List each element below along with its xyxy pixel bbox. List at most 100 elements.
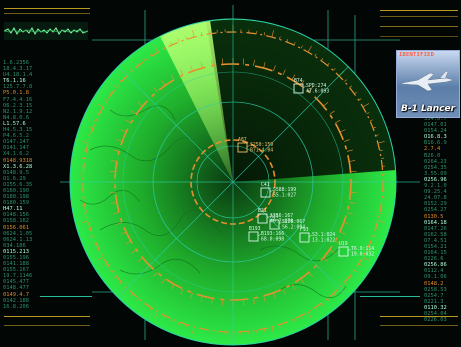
data-readout-line: 0141.188 bbox=[3, 261, 29, 268]
target-readout: 19.0:032 bbox=[351, 252, 374, 258]
data-readout-line: 0162.58 bbox=[424, 231, 447, 238]
top-left-rule-2 bbox=[4, 13, 90, 14]
target-box[interactable] bbox=[257, 213, 268, 224]
data-readout-line: 334.0.7 bbox=[424, 116, 447, 122]
data-readout-line: P5.0.1.8 bbox=[3, 90, 29, 97]
data-readout-line: O9.25.4 bbox=[424, 189, 447, 196]
identification-panel: IDENTIFIED B-1 Lancer bbox=[396, 50, 460, 118]
top-right-rule-2 bbox=[380, 16, 458, 17]
data-readout-line: 3.55.09 bbox=[424, 170, 447, 177]
data-readout-line: 0180.198 bbox=[3, 194, 29, 201]
data-readout-line: 0258.53 bbox=[424, 286, 447, 293]
target-readout: S256:067 bbox=[282, 219, 305, 225]
target-box[interactable] bbox=[269, 219, 280, 230]
target-readout: 68.0:098 bbox=[261, 237, 284, 243]
bottom-left-rule-2 bbox=[4, 325, 90, 326]
top-right-rule-3 bbox=[380, 26, 458, 27]
dark-sector bbox=[206, 19, 396, 183]
data-readout-line: 0256.86 bbox=[424, 262, 447, 269]
left-data-panel: 1.6.2356 18.4.3.17 U4.18.1.4 T6.1.16 125.7.7… bbox=[0, 0, 40, 347]
target-box[interactable] bbox=[293, 83, 304, 94]
bottom-left-rule bbox=[4, 316, 90, 317]
target-readout: 46.7:070 bbox=[270, 219, 293, 225]
data-readout-line: 0155.196 bbox=[3, 255, 29, 261]
data-readout-line: 0148.156 bbox=[3, 212, 29, 219]
data-readout-line: F7.4.4.16 bbox=[3, 96, 33, 103]
data-readout-line: 0145.477 bbox=[3, 279, 29, 286]
data-readout-line: 0160.190 bbox=[3, 187, 29, 194]
target-readout: 47.6:093 bbox=[306, 89, 329, 95]
data-readout-line: 0148.9318 bbox=[3, 157, 33, 164]
data-readout-line: 0254.04 bbox=[424, 311, 447, 317]
target-box[interactable] bbox=[237, 142, 248, 153]
bottom-right-rule-2 bbox=[380, 325, 458, 326]
target-readout: SPD:274 bbox=[306, 83, 326, 89]
aircraft-image bbox=[401, 70, 455, 92]
data-readout-line: O6.2.3.15 bbox=[3, 102, 33, 109]
target-box[interactable] bbox=[260, 187, 271, 198]
data-readout-line: O9.1.06 bbox=[424, 274, 447, 281]
data-readout-line: 0142.188 bbox=[3, 297, 29, 304]
data-readout-line: 0221.3 bbox=[424, 298, 444, 305]
target-readout: T6.9:114 bbox=[351, 246, 374, 252]
terrain-contours bbox=[79, 105, 347, 299]
data-readout-line: 19.7.1146 bbox=[3, 273, 33, 280]
data-readout-line: 0155.167 bbox=[3, 267, 29, 274]
target-readout: S588:199 bbox=[273, 187, 296, 193]
target-label: A87 bbox=[238, 137, 247, 143]
data-readout-line: 0112.4 bbox=[424, 268, 444, 275]
bottom-left-cyan-rule bbox=[40, 296, 92, 297]
data-readout-line: O16.8.3 bbox=[424, 134, 447, 141]
data-readout-line: 034.186 bbox=[3, 242, 26, 249]
top-left-rule bbox=[4, 8, 90, 9]
data-readout-line: 0141.147 bbox=[3, 145, 29, 152]
data-readout-line: N2.1.9.12 bbox=[3, 108, 33, 115]
data-readout-line: 0164.15 bbox=[424, 250, 447, 257]
data-readout-line: H4.5.3.15 bbox=[3, 127, 33, 134]
target-box[interactable] bbox=[299, 232, 310, 243]
top-right-rule bbox=[380, 10, 458, 11]
data-readout-line: 9.2.1.0 bbox=[424, 183, 447, 190]
data-readout-line: 0147.26 bbox=[424, 225, 447, 232]
data-readout-line: 16.8.206 bbox=[3, 303, 29, 310]
data-readout-line: X4.1.6.2 bbox=[3, 151, 29, 158]
data-readout-line: N4.8.0.6 bbox=[3, 114, 29, 121]
data-readout-line: 0149.4.7 bbox=[3, 291, 29, 298]
target-readout: 13.1:022 bbox=[312, 238, 335, 244]
data-readout-line: B26.0 bbox=[424, 152, 441, 159]
target-readout: B71.4:04 bbox=[250, 148, 273, 154]
data-readout-line: 0154.21 bbox=[424, 243, 447, 250]
data-readout-line: 0110.32 bbox=[424, 304, 447, 311]
ident-title: IDENTIFIED bbox=[399, 52, 435, 58]
target-readout: S6.2:094 bbox=[282, 225, 305, 231]
data-readout-line: B16.6.9 bbox=[424, 140, 447, 147]
target-label: U19 bbox=[339, 241, 348, 247]
data-readout-line: 0254.35 bbox=[424, 164, 447, 171]
target-box[interactable] bbox=[338, 246, 349, 257]
data-readout-line: 0148.2 bbox=[424, 280, 444, 287]
bottom-right-rule bbox=[380, 316, 458, 317]
data-readout-line: 0254.27 bbox=[424, 207, 447, 214]
top-right-rule-4 bbox=[380, 36, 458, 37]
data-readout-line: 0256.96 bbox=[424, 176, 447, 183]
data-readout-line: O1.6.29 bbox=[3, 175, 26, 182]
target-readout: S250:159 bbox=[250, 142, 273, 148]
bottom-right-cyan-rule bbox=[360, 296, 420, 297]
data-readout-line: 0624.1.05 bbox=[3, 230, 33, 237]
target-label: B74 bbox=[294, 78, 303, 84]
data-readout-line: 0624.1.13 bbox=[3, 236, 33, 243]
target-box[interactable] bbox=[248, 231, 259, 242]
right-data-panel: 334.0.7 O147.01 0154.24 O16.8.3 B16.6.9 2.7.4… bbox=[422, 0, 461, 347]
data-readout-line: 24.07.8 bbox=[424, 195, 447, 202]
data-readout-line: 0254.7 bbox=[424, 292, 444, 299]
data-readout-line: 0148.477 bbox=[3, 285, 29, 292]
